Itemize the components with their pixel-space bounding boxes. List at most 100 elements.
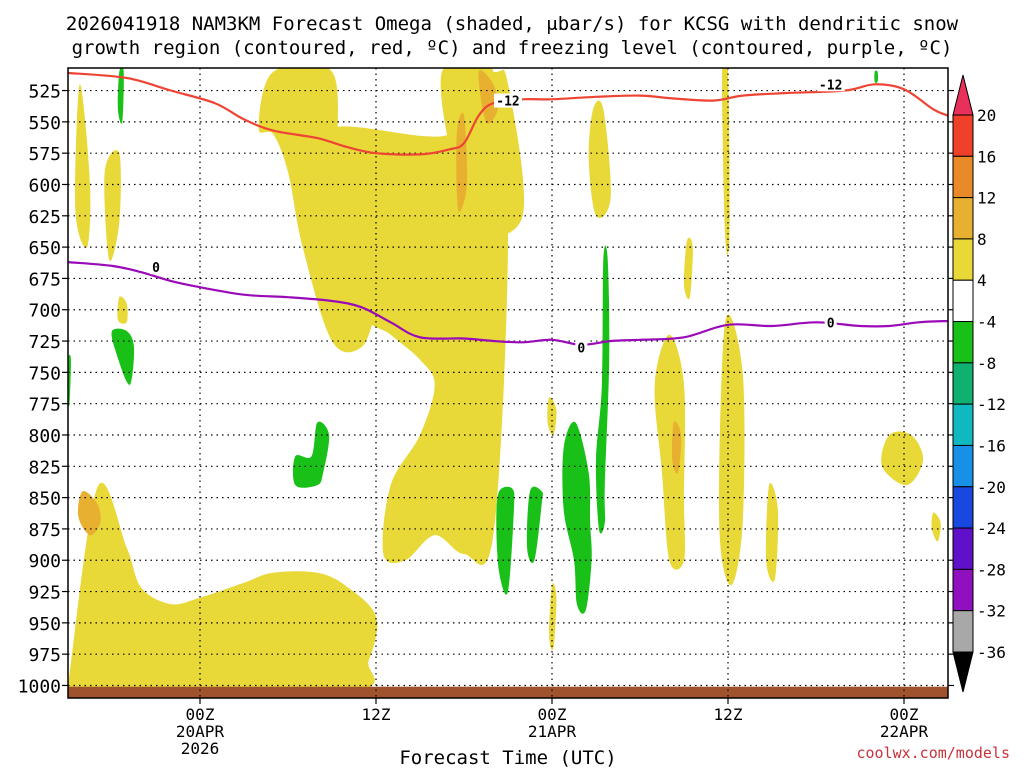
chart-title-line1: 2026041918 NAM3KM Forecast Omega (shaded… — [66, 13, 959, 35]
colorbar-segment-5 — [952, 321, 974, 364]
omega-region-14 — [547, 397, 557, 436]
omega-region-1 — [258, 68, 378, 353]
contour-label-1-2: 0 — [827, 316, 835, 331]
x-tick-label-4: 00Z — [890, 705, 919, 724]
omega-region-4 — [104, 150, 121, 262]
colorbar: 20 16 12 8 4 -4 -8 -12 -16 -20 -24 -28 -32 -36 — [952, 74, 1006, 693]
x-tick-sublabel-0-1: 2026 — [181, 739, 220, 758]
colorbar-segment-0 — [952, 114, 974, 157]
y-tick-label-950: 950 — [28, 614, 61, 635]
colorbar-label-2: 12 — [977, 189, 996, 208]
y-tick-label-700: 700 — [28, 301, 61, 322]
omega-region-23 — [562, 421, 592, 614]
colorbar-label-3: 8 — [977, 230, 987, 249]
y-tick-label-725: 725 — [28, 332, 61, 353]
colorbar-label-4: 4 — [977, 271, 987, 290]
x-tick-label-1: 12Z — [362, 705, 391, 724]
y-tick-label-750: 750 — [28, 363, 61, 384]
axes: 525 550 575 600 625 650 675 700 725 750 775 800 825 8… — [18, 67, 954, 758]
plot-area: -12 -12 0 0 0 — [68, 68, 948, 698]
ground-fill — [68, 686, 948, 698]
colorbar-segment-11 — [952, 568, 974, 612]
omega-region-10 — [719, 314, 745, 586]
y-tick-label-525: 525 — [28, 82, 61, 103]
y-tick-label-875: 875 — [28, 520, 61, 541]
omega-region-25 — [111, 328, 135, 385]
omega-region-26 — [292, 421, 330, 488]
x-tick-sublabel-0-0: 20APR — [176, 722, 225, 741]
contour-label-0-0: -12 — [496, 95, 519, 110]
colorbar-segment-8 — [952, 444, 974, 488]
colorbar-segment-10 — [952, 527, 974, 570]
contour-label-bg-1-1 — [575, 340, 588, 355]
omega-region-5 — [75, 84, 91, 248]
colorbar-segment-12 — [952, 610, 974, 653]
colorbar-segment-1 — [952, 155, 974, 199]
omega-region-29 — [874, 70, 878, 83]
omega-region-27 — [117, 68, 124, 124]
colorbar-segment-9 — [952, 486, 974, 529]
omega-region-17 — [77, 491, 101, 536]
contour-1 — [68, 261, 948, 346]
x-tick-label-2: 00Z — [538, 705, 567, 724]
contour-0 — [68, 71, 948, 156]
omega-region-6 — [588, 100, 611, 219]
colorbar-label-7: -12 — [977, 395, 1006, 414]
y-tick-label-775: 775 — [28, 395, 61, 416]
y-tick-label-850: 850 — [28, 489, 61, 510]
plot-clipped-group: -12 -12 0 0 0 — [68, 68, 948, 698]
omega-region-15 — [931, 512, 941, 542]
colorbar-label-8: -16 — [977, 436, 1006, 455]
omega-region-12 — [881, 431, 924, 486]
contour-label-bg-0-0 — [494, 93, 522, 108]
colorbar-segment-4 — [952, 279, 974, 323]
omega-region-18 — [456, 112, 468, 212]
colorbar-top-arrow — [952, 74, 974, 116]
y-tick-label-625: 625 — [28, 207, 61, 228]
omega-region-24 — [595, 245, 610, 534]
omega-region-16 — [117, 296, 128, 324]
omega-region-8 — [683, 237, 693, 300]
y-tick-label-600: 600 — [28, 175, 61, 196]
credit-text[interactable]: coolwx.com/models — [856, 744, 1010, 762]
contour-label-0-1: -12 — [819, 78, 842, 93]
y-tick-label-575: 575 — [28, 144, 61, 165]
colorbar-label-12: -32 — [977, 602, 1006, 621]
colorbar-label-5: -4 — [977, 313, 996, 332]
omega-region-0 — [68, 483, 378, 695]
contour-label-1-1: 0 — [577, 341, 585, 356]
x-axis-label: Forecast Time (UTC) — [399, 747, 616, 768]
omega-region-13 — [549, 583, 557, 651]
colorbar-segment-2 — [952, 197, 974, 240]
colorbar-label-0: 20 — [977, 106, 996, 125]
y-tick-label-650: 650 — [28, 238, 61, 259]
contour-label-bg-1-2 — [824, 315, 837, 330]
colorbar-segment-3 — [952, 238, 974, 281]
y-tick-label-975: 975 — [28, 645, 61, 666]
y-tick-label-800: 800 — [28, 426, 61, 447]
y-tick-label-825: 825 — [28, 457, 61, 478]
colorbar-segment-6 — [952, 362, 974, 405]
x-tick-sublabel-4-0: 22APR — [880, 722, 929, 741]
colorbar-bottom-arrow — [952, 651, 974, 693]
colorbar-label-1: 16 — [977, 147, 996, 166]
chart-title-line2: growth region (contoured, red, ºC) and f… — [72, 37, 953, 59]
colorbar-label-6: -8 — [977, 354, 996, 373]
y-tick-label-550: 550 — [28, 113, 61, 134]
contour-label-bg-1-0 — [150, 260, 162, 275]
y-tick-label-1000: 1000 — [18, 676, 61, 697]
x-tick-label-0: 00Z — [186, 705, 215, 724]
omega-region-11 — [765, 482, 779, 582]
contour-label-bg-0-1 — [816, 77, 845, 92]
x-tick-sublabel-2-0: 21APR — [528, 722, 577, 741]
omega-region-9 — [722, 68, 730, 255]
colorbar-label-10: -24 — [977, 519, 1006, 538]
contour-label-1-0: 0 — [152, 261, 160, 276]
y-tick-label-675: 675 — [28, 269, 61, 290]
x-tick-label-3: 12Z — [714, 705, 743, 724]
y-tick-label-925: 925 — [28, 583, 61, 604]
colorbar-label-9: -20 — [977, 478, 1006, 497]
omega-region-22 — [496, 486, 515, 595]
